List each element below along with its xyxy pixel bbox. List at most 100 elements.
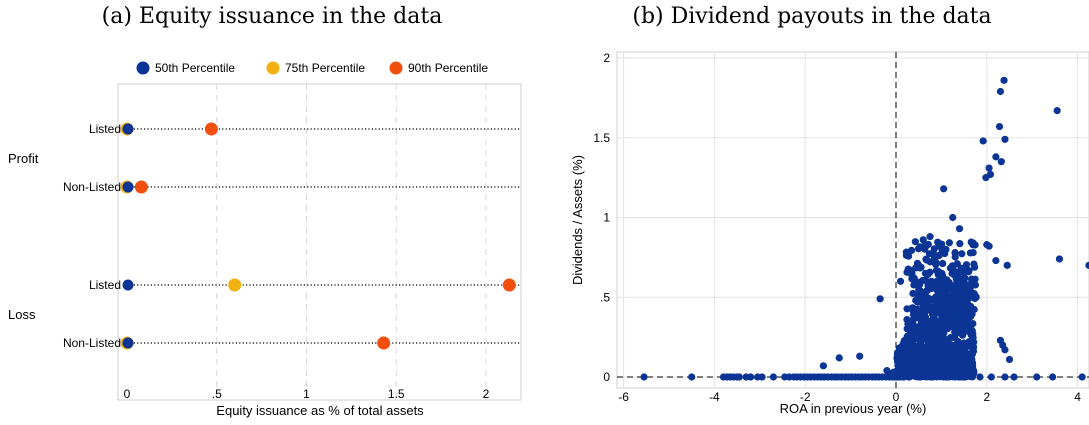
panel-b-point — [961, 308, 969, 317]
panel-b-point — [900, 337, 908, 345]
panel-a-x-tick: 1 — [303, 387, 310, 401]
panel-b-point — [972, 292, 980, 301]
panel-a-row-label: Non-Listed — [63, 180, 121, 194]
panel-b-point — [961, 274, 969, 282]
panel-b-point — [951, 351, 959, 360]
panel-b-point — [954, 287, 962, 295]
panel-b-title: (b) Dividend payouts in the data — [632, 4, 991, 29]
legend-marker — [136, 61, 150, 75]
panel-b-point — [914, 245, 923, 253]
panel-b-point — [925, 250, 934, 258]
panel-b-point — [939, 337, 947, 346]
panel-b-point — [965, 338, 973, 346]
panel-b-point — [938, 240, 946, 248]
panel-b-y-tick: 1 — [603, 211, 610, 225]
panel-b-point — [953, 260, 961, 268]
panel-b-point — [961, 297, 969, 305]
panel-b-point — [957, 323, 965, 331]
panel-a-x-label: Equity issuance as % of total assets — [216, 403, 424, 418]
panel-b-point — [934, 267, 943, 276]
panel-b-x-tick: -2 — [800, 390, 811, 404]
panel-a-group-label: Loss — [8, 307, 36, 322]
panel-b-point — [955, 307, 963, 315]
panel-b-point — [941, 353, 950, 361]
panel-b-point — [911, 238, 919, 246]
panel-b-point — [944, 319, 952, 327]
panel-b-point — [1078, 373, 1086, 381]
panel-b-point — [971, 263, 979, 271]
panel-b-point — [959, 281, 968, 289]
panel-a-x-tick: 2 — [483, 387, 490, 401]
panel-b-point — [1053, 107, 1061, 115]
panel-b-point — [951, 357, 959, 365]
panel-b-point — [920, 293, 928, 301]
panel-b-y-tick: .5 — [600, 290, 610, 304]
panel-b-point — [966, 249, 975, 257]
panel-a-x-tick: 1.5 — [388, 387, 405, 401]
panel-b-point — [917, 318, 925, 326]
panel-b-point — [956, 240, 964, 248]
panel-b-point — [908, 275, 916, 283]
panel-b-point — [1055, 255, 1064, 263]
panel-b-point — [957, 356, 965, 364]
panel-b-point — [926, 258, 934, 266]
panel-b-point — [1001, 135, 1009, 143]
panel-b-point — [924, 286, 932, 294]
panel-b-point — [959, 314, 967, 322]
panel-b-point — [921, 343, 929, 352]
legend-marker — [389, 61, 403, 75]
legend-marker — [266, 61, 280, 75]
panel-b-point — [945, 239, 954, 247]
panel-b-point — [914, 373, 922, 381]
panel-b-point — [928, 317, 936, 325]
panel-b-point — [956, 293, 965, 301]
panel-a-dot — [204, 122, 218, 136]
panel-b-x-tick: 2 — [983, 390, 990, 404]
panel-a-row-label: Listed — [89, 122, 121, 136]
panel-b-point — [979, 137, 987, 145]
panel-a-dot — [502, 278, 516, 292]
panel-b-point — [971, 281, 979, 289]
panel-b-point — [898, 364, 906, 372]
panel-b-point — [910, 307, 918, 315]
panel-b-point — [958, 250, 966, 258]
panel-b-x-label: ROA in previous year (%) — [780, 401, 927, 416]
panel-b-point — [992, 256, 1000, 265]
legend-label: 90th Percentile — [408, 61, 488, 75]
panel-a-dot — [122, 337, 134, 349]
panel-b-point — [898, 358, 906, 367]
panel-b-point — [921, 276, 930, 284]
panel-b-point — [921, 269, 930, 277]
panel-b-point — [929, 326, 938, 335]
panel-b-point — [924, 240, 932, 249]
panel-b-point — [747, 373, 755, 381]
panel-a-plot-area — [117, 83, 522, 401]
panel-b-point — [915, 323, 923, 332]
panel-b-point — [976, 373, 984, 381]
panel-b-point — [950, 271, 958, 279]
panel-b-point — [913, 297, 921, 305]
panel-b-point — [986, 170, 995, 179]
panel-b-y-tick: 2 — [603, 51, 610, 65]
panel-b-point — [935, 368, 943, 376]
panel-b-point — [930, 372, 938, 381]
panel-b-point — [914, 278, 922, 287]
panel-b-point — [921, 306, 929, 315]
panel-b-y-tick: 0 — [603, 370, 610, 384]
panel-b-point — [758, 373, 766, 381]
panel-a-x-tick: 0 — [124, 387, 131, 401]
panel-a-row-label: Non-Listed — [63, 336, 121, 350]
panel-b-point — [856, 352, 864, 360]
panel-b-point — [904, 368, 912, 376]
panel-b-point — [926, 233, 934, 241]
panel-b-point — [903, 325, 911, 333]
panel-b-x-tick: -4 — [709, 390, 720, 404]
panel-b-point — [907, 338, 916, 347]
panel-b-point — [996, 87, 1005, 96]
panel-b-point — [943, 305, 951, 313]
panel-b-point — [970, 305, 978, 314]
panel-a-row-label: Listed — [89, 278, 121, 292]
panel-b-point — [940, 346, 948, 355]
panel-b-point — [933, 362, 942, 371]
